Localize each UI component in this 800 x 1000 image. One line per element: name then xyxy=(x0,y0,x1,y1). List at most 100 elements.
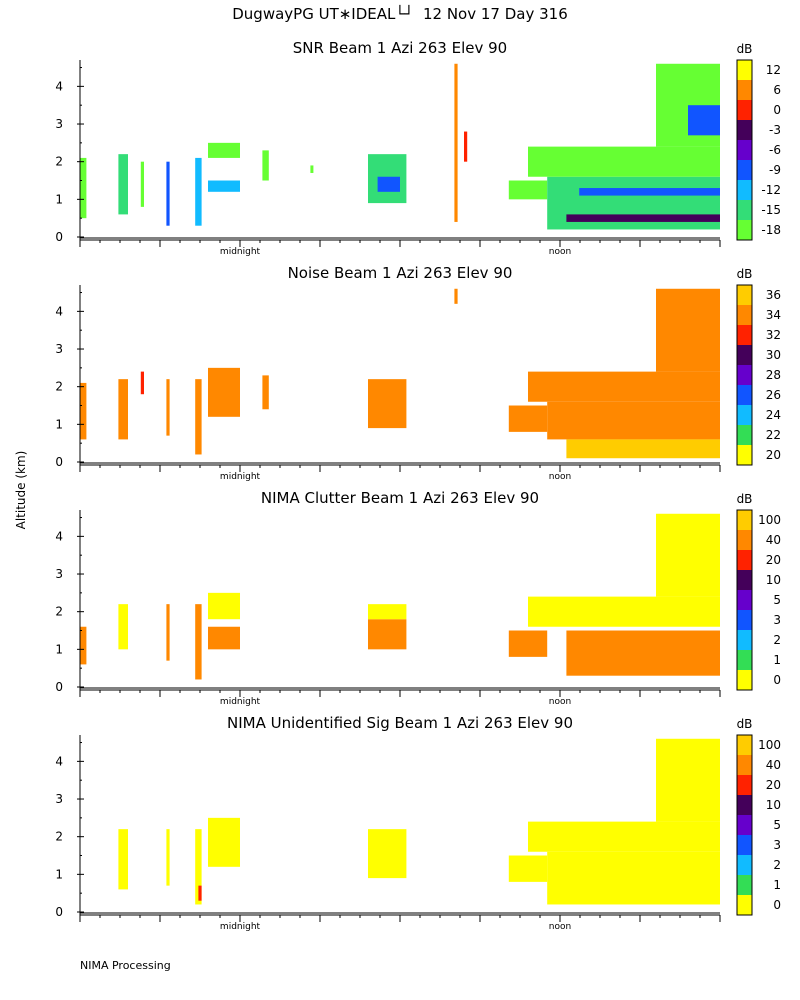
data-region xyxy=(528,371,720,402)
data-region xyxy=(118,154,128,215)
data-region xyxy=(166,829,170,886)
colorbar-swatch xyxy=(737,160,752,180)
colorbar-frame xyxy=(736,509,753,691)
colorbar-frame xyxy=(736,734,753,916)
colorbar-tick-label: 6 xyxy=(773,83,781,97)
data-region xyxy=(368,829,407,879)
colorbar-swatch xyxy=(737,220,752,240)
data-region xyxy=(528,821,720,852)
colorbar-tick-label: 12 xyxy=(766,63,781,77)
colorbar-frame xyxy=(736,59,753,241)
colorbar-swatch xyxy=(737,365,752,385)
colorbar-unit: dB xyxy=(737,492,753,506)
colorbar-tick-label: 30 xyxy=(766,348,781,362)
y-tick-label: 3 xyxy=(55,342,63,356)
colorbar-tick-label: 2 xyxy=(773,858,781,872)
colorbar-tick-label: 40 xyxy=(766,533,781,547)
colorbar-swatch xyxy=(737,775,752,795)
colorbar-tick-label: 20 xyxy=(766,778,781,792)
data-region xyxy=(118,829,128,890)
data-region xyxy=(80,382,87,440)
data-region xyxy=(80,626,87,665)
panel-title: Noise Beam 1 Azi 263 Elev 90 xyxy=(288,264,513,282)
colorbar-swatch xyxy=(737,570,752,590)
y-tick-label: 4 xyxy=(55,79,63,93)
data-region xyxy=(656,738,720,822)
colorbar-swatch xyxy=(737,445,752,465)
data-region xyxy=(566,630,720,676)
colorbar-tick-label: 10 xyxy=(766,798,781,812)
colorbar-tick-label: 2 xyxy=(773,633,781,647)
panel-4: NIMA Unidentified Sig Beam 1 Azi 263 Ele… xyxy=(55,714,781,932)
data-region xyxy=(377,176,400,192)
data-region xyxy=(464,131,468,162)
y-tick-label: 1 xyxy=(55,192,63,206)
panel-title: NIMA Unidentified Sig Beam 1 Azi 263 Ele… xyxy=(227,714,573,732)
colorbar-tick-label: 3 xyxy=(773,838,781,852)
colorbar-tick-label: 40 xyxy=(766,758,781,772)
colorbar-tick-label: 26 xyxy=(766,388,781,402)
colorbar-swatch xyxy=(737,200,752,220)
colorbar-swatch xyxy=(737,60,752,80)
data-region xyxy=(195,379,202,455)
colorbar-tick-label: 20 xyxy=(766,448,781,462)
data-region xyxy=(508,630,548,657)
y-tick-label: 2 xyxy=(55,155,63,169)
data-region xyxy=(208,142,240,158)
x-tick-label-midnight: midnight xyxy=(220,697,261,707)
data-region xyxy=(454,288,458,304)
data-region xyxy=(140,371,144,395)
colorbar-tick-label: 0 xyxy=(773,103,781,117)
data-region xyxy=(528,596,720,627)
y-tick-label: 3 xyxy=(55,792,63,806)
colorbar-tick-label: 1 xyxy=(773,653,781,667)
data-region xyxy=(547,401,720,440)
data-region xyxy=(195,157,202,226)
x-tick-label-noon: noon xyxy=(549,472,571,482)
data-region xyxy=(566,214,720,222)
panel-title: SNR Beam 1 Azi 263 Elev 90 xyxy=(293,39,507,57)
colorbar-swatch xyxy=(737,735,752,755)
y-tick-label: 2 xyxy=(55,830,63,844)
data-region xyxy=(166,604,170,661)
colorbar-tick-label: 32 xyxy=(766,328,781,342)
data-region xyxy=(508,855,548,882)
data-region xyxy=(208,626,240,650)
colorbar-tick-label: 100 xyxy=(758,738,781,752)
data-region xyxy=(208,180,240,192)
x-tick-label-noon: noon xyxy=(549,697,571,707)
colorbar-swatch xyxy=(737,80,752,100)
figure-title: DugwayPG UT∗IDEAL└┘ 12 Nov 17 Day 316 xyxy=(232,5,568,23)
data-region xyxy=(688,105,720,136)
colorbar-tick-label: 0 xyxy=(773,673,781,687)
data-region xyxy=(454,63,458,222)
colorbar-tick-label: 28 xyxy=(766,368,781,382)
y-tick-label: 4 xyxy=(55,754,63,768)
colorbar-swatch xyxy=(737,180,752,200)
colorbar-tick-label: -9 xyxy=(769,163,781,177)
data-region xyxy=(547,851,720,905)
colorbar-swatch xyxy=(737,875,752,895)
data-region xyxy=(368,379,407,429)
colorbar-tick-label: 24 xyxy=(766,408,781,422)
colorbar-swatch xyxy=(737,550,752,570)
x-tick-label-midnight: midnight xyxy=(220,922,261,932)
colorbar-swatch xyxy=(737,630,752,650)
colorbar-tick-label: 10 xyxy=(766,573,781,587)
colorbar-tick-label: 1 xyxy=(773,878,781,892)
colorbar-swatch xyxy=(737,815,752,835)
y-tick-label: 1 xyxy=(55,867,63,881)
data-region xyxy=(166,161,170,226)
data-region xyxy=(208,367,240,417)
colorbar-swatch xyxy=(737,405,752,425)
colorbar-tick-label: -6 xyxy=(769,143,781,157)
colorbar-tick-label: 20 xyxy=(766,553,781,567)
colorbar-swatch xyxy=(737,425,752,445)
y-tick-label: 0 xyxy=(55,905,63,919)
data-region xyxy=(528,146,720,177)
panel-2: Noise Beam 1 Azi 263 Elev 9001234midnigh… xyxy=(55,264,781,482)
data-region xyxy=(262,375,269,410)
data-region xyxy=(262,150,269,181)
data-region xyxy=(80,157,87,219)
